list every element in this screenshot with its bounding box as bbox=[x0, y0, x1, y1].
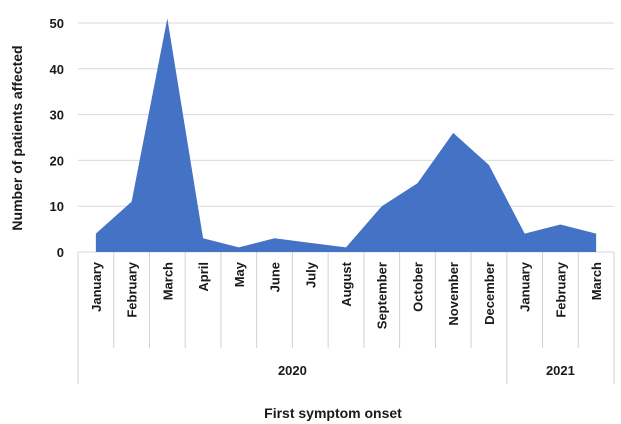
y-tick-label: 40 bbox=[50, 62, 64, 77]
y-axis-title: Number of patients affected bbox=[9, 45, 25, 230]
y-tick-label: 10 bbox=[50, 199, 64, 214]
x-axis-year-groups: 2020 2021 bbox=[77, 348, 615, 384]
plot-area bbox=[95, 18, 597, 253]
x-axis-title: First symptom onset bbox=[264, 405, 402, 421]
x-tick-label: January bbox=[518, 261, 533, 312]
x-tick-label: February bbox=[553, 261, 568, 317]
x-axis-categories: January February March April May June July Augu… bbox=[77, 252, 615, 348]
x-tick-label: August bbox=[339, 261, 354, 306]
y-tick-label: 0 bbox=[57, 245, 64, 260]
x-tick-label: March bbox=[589, 262, 604, 300]
x-tick-label: April bbox=[196, 262, 211, 292]
x-tick-label: December bbox=[482, 262, 497, 325]
y-tick-label: 50 bbox=[50, 16, 64, 31]
x-tick-label: June bbox=[268, 262, 283, 292]
y-axis-ticks: 0 10 20 30 40 50 bbox=[50, 16, 64, 260]
x-tick-label: July bbox=[303, 261, 318, 288]
x-tick-label: May bbox=[232, 261, 247, 287]
x-tick-label: November bbox=[446, 262, 461, 326]
x-tick-label: February bbox=[125, 261, 140, 317]
y-tick-label: 30 bbox=[50, 108, 64, 123]
y-tick-label: 20 bbox=[50, 153, 64, 168]
x-tick-label: September bbox=[375, 262, 390, 329]
x-tick-label: March bbox=[160, 262, 175, 300]
area-series bbox=[95, 18, 597, 253]
x-tick-label: October bbox=[410, 262, 425, 312]
x-tick-label: January bbox=[89, 261, 104, 312]
year-group-label: 2020 bbox=[278, 363, 307, 378]
year-group-label: 2021 bbox=[546, 363, 575, 378]
